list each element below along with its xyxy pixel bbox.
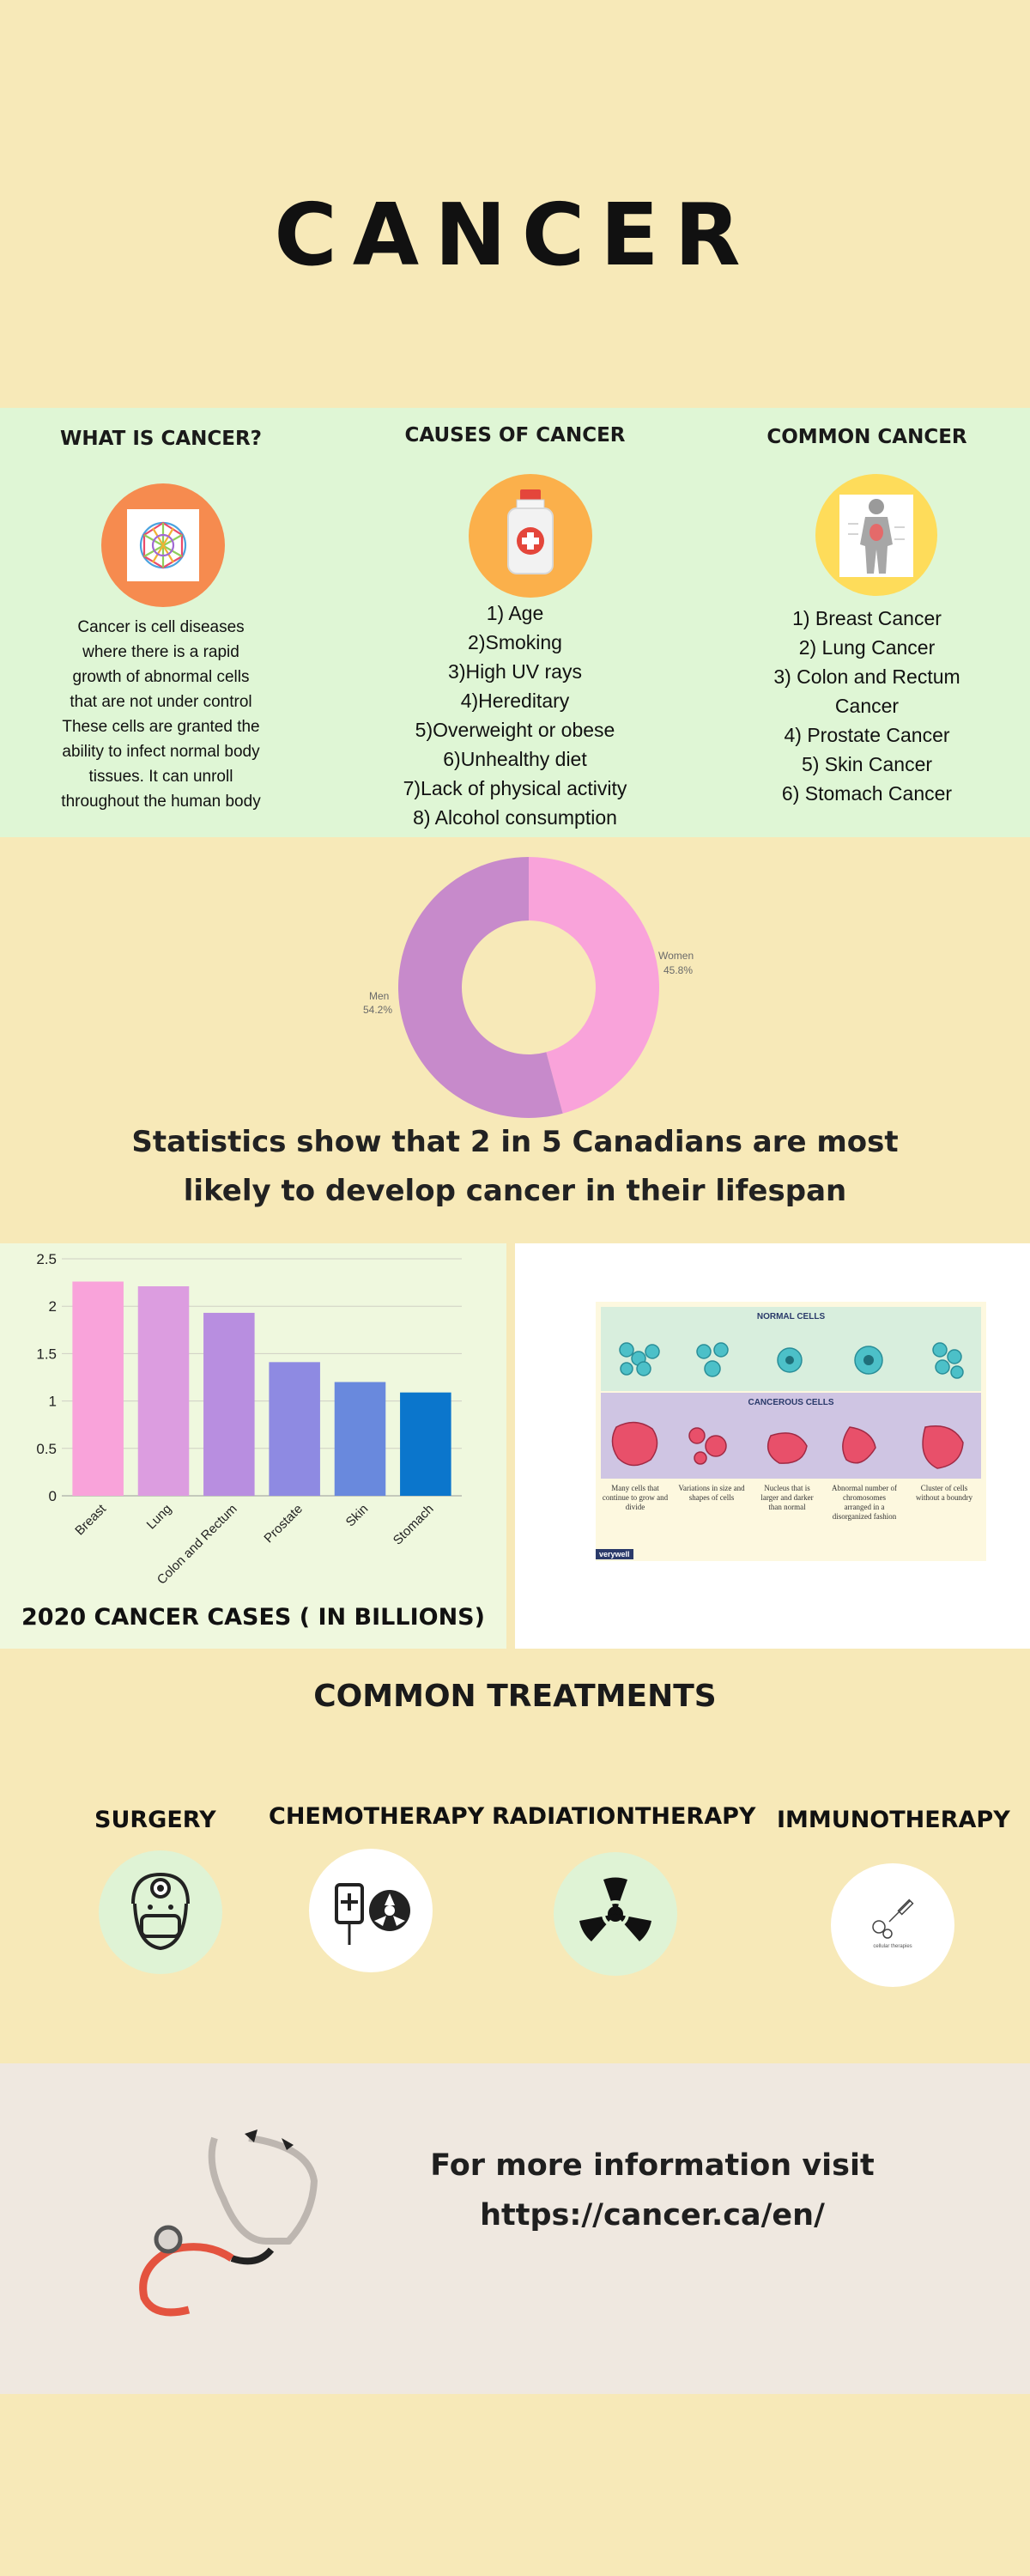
cells-image-panel: NORMAL CELLS CANCEROUS CELLS <box>515 1243 1030 1649</box>
what-icon-circle <box>101 483 225 607</box>
donut-slice-men <box>397 857 563 1118</box>
what-line: that are not under control <box>70 693 252 711</box>
common-item: 2) Lung Cancer <box>798 636 936 659</box>
donut-value-women: 45.8% <box>663 964 693 976</box>
cancerous-cells-icon <box>611 1421 964 1469</box>
cause-item: 1) Age <box>486 602 544 624</box>
treatment-label-immunotherapy: IMMUNOTHERAPY <box>777 1807 1010 1833</box>
medicine-bottle-icon <box>507 489 554 574</box>
common-cancer-heading: COMMON CANCER <box>766 426 967 448</box>
x-tick-label: Stomach <box>391 1502 437 1548</box>
x-tick-label: Breast <box>72 1501 109 1538</box>
donut-label-men: Men <box>369 990 389 1002</box>
cause-item: 6)Unhealthy diet <box>443 748 587 770</box>
bar-colon-and-rectum <box>203 1312 255 1496</box>
normal-cells-title: NORMAL CELLS <box>756 1312 826 1321</box>
donut-slice-women <box>529 857 659 1114</box>
cancerous-cells-title: CANCEROUS CELLS <box>748 1398 834 1407</box>
brand-badge: verywell <box>596 1549 633 1559</box>
treatment-label-chemotherapy: CHEMOTHERAPY <box>269 1803 485 1830</box>
x-tick-label: Prostate <box>261 1502 306 1546</box>
what-line: These cells are granted the <box>62 718 260 736</box>
cause-item: 4)Hereditary <box>460 690 570 712</box>
radiation-circle <box>554 1852 677 1976</box>
bar-skin <box>334 1382 386 1496</box>
syringe-icon <box>872 1899 914 1939</box>
y-tick-label: 2 <box>49 1298 57 1315</box>
footer-text: For more information visit https://cance… <box>378 2141 927 2240</box>
y-tick-label: 2.5 <box>36 1251 57 1267</box>
x-tick-label: Skin <box>343 1502 372 1530</box>
y-tick-label: 1 <box>49 1394 57 1410</box>
what-line: Cancer is cell diseases <box>77 618 245 636</box>
normal-cells-row: NORMAL CELLS <box>601 1307 981 1391</box>
cells-diagram: NORMAL CELLS CANCEROUS CELLS <box>596 1302 986 1561</box>
bar-lung <box>137 1286 190 1496</box>
causes-list: 1) Age 2)Smoking 3)High UV rays 4)Heredi… <box>343 598 687 832</box>
immunotherapy-caption: cellular therapies <box>873 1944 912 1949</box>
cell-caption: Many cells that continue to grow and div… <box>602 1484 669 1511</box>
cell-caption: Abnormal number of chromosomes arranged … <box>832 1484 897 1521</box>
bar-prostate <box>269 1362 320 1496</box>
chemotherapy-circle <box>309 1849 433 1972</box>
cause-item: 7)Lack of physical activity <box>403 777 627 799</box>
surgery-circle <box>99 1850 222 1974</box>
surgeon-icon <box>131 1872 190 1951</box>
cause-item: 3)High UV rays <box>448 660 582 683</box>
donut-value-men: 54.2% <box>363 1004 392 1016</box>
common-item: 6) Stomach Cancer <box>781 782 953 805</box>
cause-item: 5)Overweight or obese <box>415 719 615 741</box>
cells-captions: Many cells that continue to grow and div… <box>601 1484 981 1552</box>
cell-caption: Nucleus that is larger and darker than n… <box>760 1484 814 1511</box>
page-title: CANCER <box>274 185 756 285</box>
common-cancer-list: 1) Breast Cancer 2) Lung Cancer 3) Colon… <box>738 604 996 808</box>
footer-line: For more information visit <box>430 2148 875 2183</box>
radiation-icon <box>579 1877 651 1941</box>
stethoscope-icon <box>139 2129 318 2317</box>
statistic-line: Statistics show that 2 in 5 Canadians ar… <box>131 1125 899 1159</box>
what-line: growth of abnormal cells <box>72 668 250 686</box>
iv-drip-icon <box>335 1883 410 1945</box>
statistic-line: likely to develop cancer in their lifesp… <box>183 1174 847 1208</box>
bar-breast <box>72 1281 124 1496</box>
treatment-label-surgery: SURGERY <box>94 1807 216 1833</box>
cell-caption: Variations in size and shapes of cells <box>678 1484 745 1502</box>
what-line: throughout the human body <box>61 793 261 811</box>
cause-item: 2)Smoking <box>468 631 562 653</box>
common-item: 4) Prostate Cancer <box>784 724 950 746</box>
bar-stomach <box>400 1392 451 1496</box>
what-line: tissues. It can unroll <box>88 768 233 786</box>
what-line: ability to infect normal body <box>62 743 260 761</box>
treatments-heading: COMMON TREATMENTS <box>313 1679 717 1714</box>
common-item: Cancer <box>834 695 900 717</box>
common-item: 1) Breast Cancer <box>792 607 942 629</box>
y-tick-label: 0.5 <box>36 1441 57 1457</box>
common-icon-circle <box>815 474 937 596</box>
immunotherapy-circle: cellular therapies <box>831 1863 954 1987</box>
donut-label-women: Women <box>658 950 694 962</box>
y-tick-label: 0 <box>49 1488 57 1504</box>
gender-donut-chart: Women 45.8% Men 54.2% <box>363 857 694 1118</box>
causes-icon-circle <box>469 474 592 598</box>
what-line: where there is a rapid <box>82 643 239 661</box>
treatment-label-radiation: RADIATIONTHERAPY <box>492 1803 756 1830</box>
common-item: 5) Skin Cancer <box>801 753 933 775</box>
cell-network-icon <box>127 509 199 581</box>
bar-chart-panel: 0 0.5 1 1.5 2 2.5 Breast Lung Colon and Rectum Pr… <box>0 1243 506 1649</box>
causes-heading: CAUSES OF CANCER <box>404 424 626 447</box>
cell-caption: Cluster of cells without a boundry <box>916 1484 972 1502</box>
body-anatomy-icon <box>839 495 913 577</box>
bar-chart-title: 2020 CANCER CASES ( IN BILLIONS) <box>21 1604 485 1631</box>
cancerous-cells-row: CANCEROUS CELLS <box>601 1393 981 1479</box>
common-item: 3) Colon and Rectum <box>773 665 960 688</box>
x-tick-label: Lung <box>144 1502 175 1533</box>
statistic-text: Statistics show that 2 in 5 Canadians ar… <box>0 1118 1030 1216</box>
footer-link[interactable]: https://cancer.ca/en/ <box>480 2198 825 2233</box>
cause-item: 8) Alcohol consumption <box>413 806 617 829</box>
what-is-cancer-text: Cancer is cell diseases where there is a… <box>34 615 288 814</box>
what-is-cancer-heading: WHAT IS CANCER? <box>59 428 263 450</box>
y-tick-label: 1.5 <box>36 1346 57 1362</box>
normal-cells-icon <box>619 1342 964 1379</box>
